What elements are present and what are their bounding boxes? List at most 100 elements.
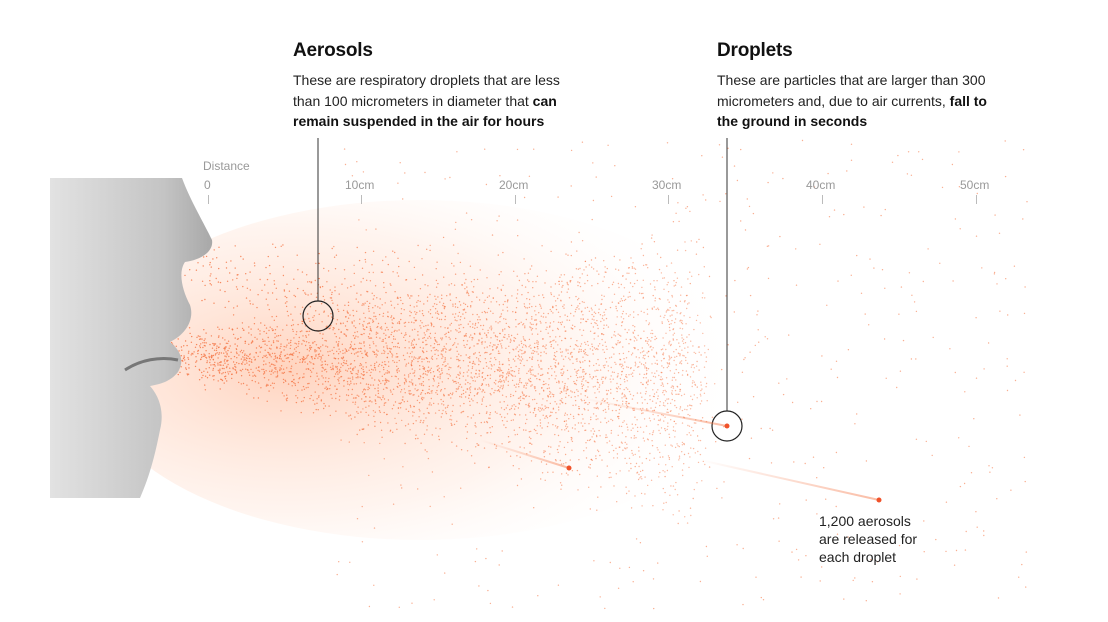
aerosol-particle bbox=[680, 321, 683, 324]
aerosol-particle bbox=[188, 367, 190, 369]
aerosol-particle bbox=[523, 398, 525, 400]
aerosol-particle bbox=[417, 437, 419, 440]
aerosol-particle bbox=[315, 310, 317, 312]
aerosol-particle bbox=[442, 236, 445, 239]
aerosol-particle bbox=[621, 432, 624, 434]
aerosol-particle bbox=[273, 280, 275, 282]
aerosol-particle bbox=[200, 353, 203, 356]
aerosol-particle bbox=[552, 395, 555, 398]
aerosol-particle bbox=[653, 382, 655, 385]
aerosol-particle bbox=[646, 369, 648, 372]
aerosol-particle bbox=[652, 430, 655, 432]
aerosol-particle bbox=[229, 345, 231, 347]
aerosol-particle bbox=[472, 323, 474, 325]
aerosol-particle bbox=[510, 373, 512, 376]
aerosol-particle bbox=[308, 330, 311, 332]
aerosol-particle bbox=[696, 241, 698, 243]
aerosol-particle bbox=[478, 316, 480, 318]
aerosol-particle bbox=[217, 364, 219, 366]
aerosol-particle bbox=[611, 346, 614, 348]
aerosol-particle bbox=[529, 268, 531, 270]
aerosol-particle bbox=[301, 389, 303, 391]
aerosol-particle bbox=[606, 348, 608, 350]
aerosol-particle bbox=[668, 309, 670, 311]
aerosol-particle bbox=[387, 329, 389, 331]
aerosol-particle bbox=[685, 294, 688, 297]
aerosol-particle bbox=[224, 378, 227, 380]
aerosol-particle bbox=[281, 360, 284, 362]
aerosol-particle bbox=[308, 368, 310, 370]
aerosol-particle bbox=[507, 358, 510, 360]
aerosol-particle bbox=[671, 398, 673, 401]
aerosol-particle bbox=[610, 429, 613, 432]
aerosol-particle bbox=[673, 351, 675, 353]
aerosol-particle bbox=[524, 286, 527, 288]
aerosol-particle bbox=[559, 322, 562, 324]
aerosol-particle bbox=[529, 356, 531, 359]
aerosol-particle bbox=[535, 390, 537, 392]
aerosol-particle bbox=[271, 369, 273, 371]
aerosol-particle bbox=[604, 400, 606, 402]
aerosol-particle bbox=[219, 289, 221, 291]
aerosol-particle bbox=[292, 330, 294, 333]
aerosol-particle bbox=[459, 261, 462, 264]
aerosol-particle bbox=[226, 280, 229, 282]
aerosol-particle bbox=[458, 301, 461, 303]
aerosol-particle bbox=[399, 296, 402, 299]
aerosol-particle bbox=[642, 412, 644, 414]
aerosol-particle bbox=[315, 354, 317, 356]
aerosol-particle bbox=[320, 364, 322, 366]
aerosol-particle bbox=[342, 357, 344, 359]
aerosol-particle bbox=[285, 398, 288, 400]
aerosol-particle bbox=[394, 291, 396, 293]
aerosol-particle bbox=[315, 262, 317, 265]
aerosol-particle bbox=[691, 275, 693, 277]
aerosol-particle bbox=[613, 255, 615, 258]
aerosol-particle bbox=[310, 394, 312, 397]
aerosol-particle bbox=[269, 354, 271, 357]
droplet bbox=[566, 465, 572, 471]
aerosol-particle bbox=[251, 361, 253, 363]
aerosol-particle bbox=[380, 271, 383, 273]
aerosol-particle bbox=[267, 384, 269, 386]
aerosol-particle bbox=[509, 338, 512, 340]
aerosol-particle bbox=[292, 374, 294, 377]
aerosol-particle bbox=[660, 427, 663, 429]
aerosol-particle bbox=[225, 356, 227, 358]
aerosol-particle bbox=[383, 458, 385, 460]
aerosol-particle bbox=[445, 412, 448, 415]
aerosol-particle bbox=[578, 297, 580, 300]
aerosol-particle bbox=[689, 414, 691, 417]
aerosol-particle bbox=[441, 368, 443, 370]
aerosol-particle bbox=[499, 370, 501, 372]
aerosol-particle bbox=[663, 394, 665, 396]
aerosol-particle bbox=[625, 313, 627, 315]
aerosol-particle bbox=[605, 436, 607, 439]
aerosol-particle bbox=[331, 397, 333, 399]
aerosol-particle bbox=[632, 581, 634, 583]
aerosol-particle bbox=[541, 472, 544, 474]
aerosol-particle bbox=[217, 336, 220, 338]
axis-tick-label: 0 bbox=[204, 178, 211, 192]
aerosol-particle bbox=[675, 393, 677, 395]
aerosol-particle bbox=[438, 371, 440, 373]
aerosol-particle bbox=[679, 388, 681, 391]
aerosol-particle bbox=[553, 394, 555, 396]
aerosol-particle bbox=[414, 370, 416, 372]
aerosol-particle bbox=[367, 336, 370, 338]
aerosol-particle bbox=[337, 308, 339, 311]
aerosol-particle bbox=[702, 332, 704, 335]
aerosol-particle bbox=[588, 360, 591, 362]
aerosol-particle bbox=[493, 382, 496, 384]
aerosol-particle bbox=[779, 235, 781, 238]
aerosol-particle bbox=[487, 332, 489, 334]
aerosol-particle bbox=[338, 348, 340, 350]
aerosol-particle bbox=[522, 392, 524, 394]
aerosol-particle bbox=[423, 413, 425, 415]
aerosol-particle bbox=[542, 373, 544, 376]
aerosol-particle bbox=[320, 303, 323, 305]
aerosol-particle bbox=[298, 336, 300, 339]
aerosol-particle bbox=[515, 405, 517, 408]
aerosol-particle bbox=[398, 346, 400, 349]
aerosol-particle bbox=[605, 361, 608, 363]
